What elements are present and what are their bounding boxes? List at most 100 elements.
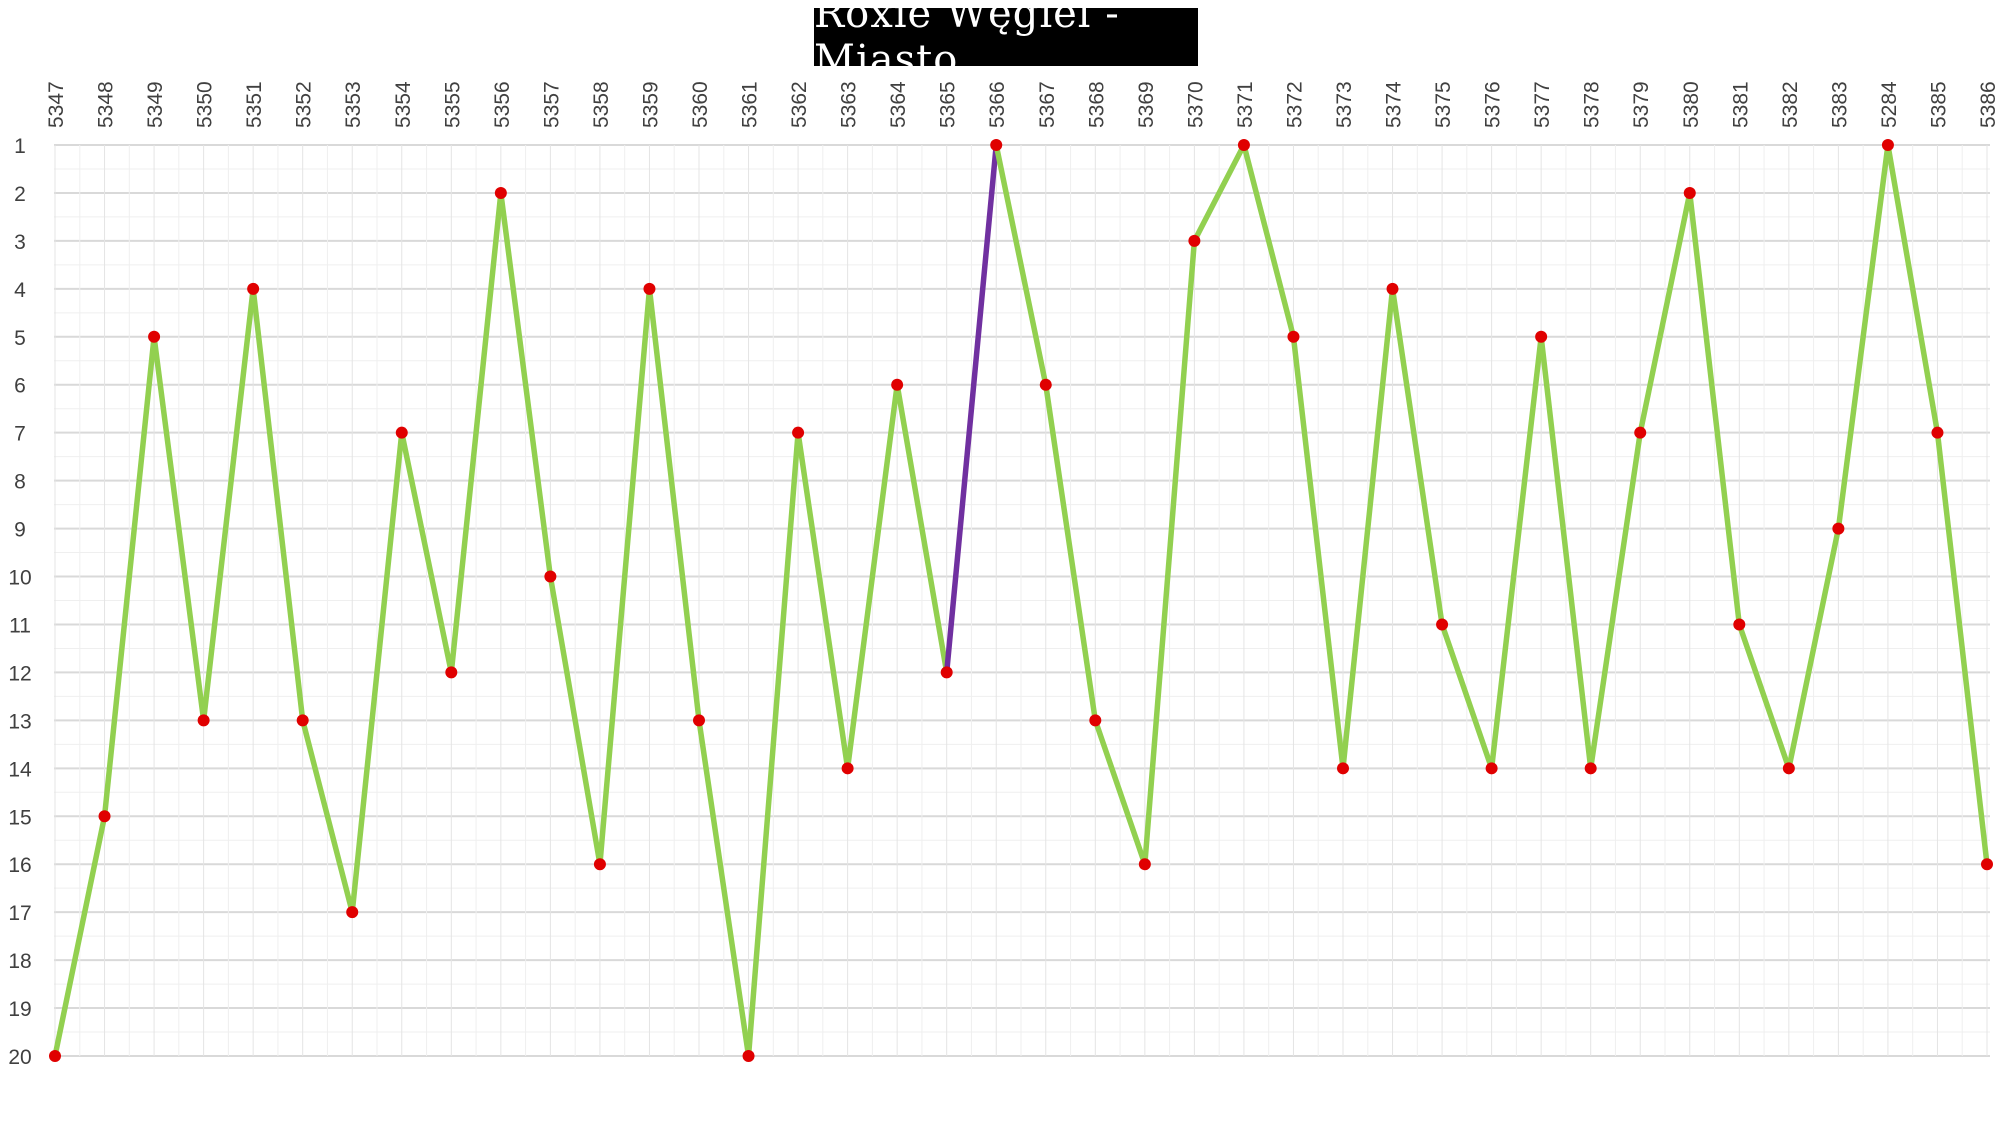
y-tick-label: 10: [8, 567, 31, 590]
series-segment: [1835, 142, 1891, 532]
series-segment: [597, 286, 653, 867]
series-line: [52, 142, 1990, 1059]
series-segment: [1736, 621, 1792, 772]
x-tick-label: 5354: [392, 81, 415, 128]
data-point: [1832, 522, 1845, 535]
x-tick-label: 5380: [1680, 81, 1703, 128]
data-point: [1782, 762, 1795, 775]
y-tick-label: 20: [8, 1046, 31, 1069]
x-tick-label: 5382: [1779, 81, 1802, 128]
x-tick-label: 5361: [739, 81, 762, 128]
series-segment: [200, 286, 256, 724]
data-point: [494, 186, 507, 199]
data-point: [891, 378, 904, 391]
chart-title-text: Roxie Węgiel - Miasto: [814, 0, 1120, 83]
data-point: [49, 1050, 61, 1062]
data-point: [1386, 282, 1399, 295]
data-point: [1733, 618, 1746, 631]
series-markers: [49, 139, 1993, 1062]
data-point: [1089, 714, 1102, 727]
data-point: [1436, 618, 1449, 631]
series-segment: [844, 381, 900, 772]
series-segment: [250, 286, 306, 724]
x-tick-label: 5373: [1333, 81, 1356, 128]
y-tick-label: 14: [8, 758, 32, 781]
x-tick-label: 5358: [590, 81, 613, 128]
x-axis-tick-labels: 5347 5348 5349 5350 5351 5352 5353 5354 5355 5356…: [45, 81, 2000, 128]
x-tick-label: 5347: [45, 81, 68, 128]
x-tick-label: 5357: [540, 81, 563, 128]
y-tick-label: 1: [14, 135, 26, 158]
data-point: [1287, 330, 1300, 343]
series-segment: [547, 573, 603, 867]
x-tick-label: 5375: [1432, 81, 1455, 128]
data-point: [1683, 186, 1696, 199]
series-segment: [299, 717, 355, 915]
x-tick-label: 5381: [1729, 81, 1752, 128]
y-tick-label: 5: [14, 327, 26, 350]
data-point: [593, 858, 606, 871]
x-tick-label: 5348: [95, 81, 118, 128]
data-point: [1188, 234, 1201, 247]
x-tick-label: 5370: [1184, 81, 1207, 128]
y-tick-label: 7: [14, 423, 26, 446]
y-tick-label: 11: [9, 614, 31, 637]
series-segment: [1389, 286, 1445, 628]
y-tick-label: 18: [8, 950, 31, 973]
series-segment: [1191, 142, 1247, 244]
series-segment: [101, 334, 157, 820]
x-tick-label: 5379: [1630, 81, 1653, 128]
y-tick-label: 4: [14, 279, 26, 302]
series-segment: [993, 142, 1049, 388]
y-tick-label: 15: [8, 806, 31, 829]
series-segment-highlight: [943, 142, 999, 676]
x-tick-label: 5365: [937, 81, 960, 128]
data-point: [1981, 858, 1993, 871]
x-tick-label: 5362: [788, 81, 811, 128]
data-point: [346, 906, 359, 919]
series-segment: [1885, 142, 1941, 436]
x-tick-label: 5284: [1878, 81, 1901, 128]
series-segment: [1241, 142, 1297, 340]
x-tick-label: 5371: [1234, 81, 1257, 128]
x-tick-label: 5356: [491, 81, 514, 128]
x-tick-label: 5349: [144, 81, 167, 128]
x-tick-label: 5355: [441, 81, 464, 128]
y-tick-label: 9: [14, 519, 26, 542]
data-point: [1535, 330, 1548, 343]
series-segment: [1043, 381, 1099, 724]
x-tick-label: 5363: [838, 81, 861, 128]
data-point: [247, 282, 260, 295]
series-segment: [894, 381, 950, 676]
data-point: [693, 714, 705, 727]
x-tick-label: 5353: [342, 81, 365, 128]
data-point: [990, 139, 1003, 151]
data-point: [98, 810, 111, 823]
data-point: [148, 330, 161, 343]
data-point: [197, 714, 210, 727]
x-tick-label: 5383: [1828, 81, 1851, 128]
data-point: [792, 426, 805, 439]
x-tick-label: 5351: [243, 81, 266, 128]
data-point: [395, 426, 408, 439]
data-point: [1039, 378, 1052, 391]
series-segment: [349, 429, 405, 915]
series-segment: [498, 190, 554, 580]
data-point: [1337, 762, 1349, 775]
series-segment: [646, 286, 702, 724]
y-tick-label: 19: [8, 998, 31, 1021]
series-segment: [1290, 334, 1346, 772]
x-tick-label: 5364: [887, 81, 910, 128]
y-tick-label: 17: [8, 902, 31, 925]
x-tick-label: 5369: [1135, 81, 1158, 128]
data-point: [1485, 762, 1498, 775]
y-tick-label: 2: [14, 183, 26, 206]
x-tick-label: 5372: [1283, 81, 1306, 128]
series-segment: [1538, 334, 1594, 772]
data-point: [1931, 426, 1944, 439]
x-tick-label: 5374: [1383, 81, 1406, 128]
series-segment: [1340, 286, 1396, 772]
y-tick-label: 6: [14, 375, 26, 398]
